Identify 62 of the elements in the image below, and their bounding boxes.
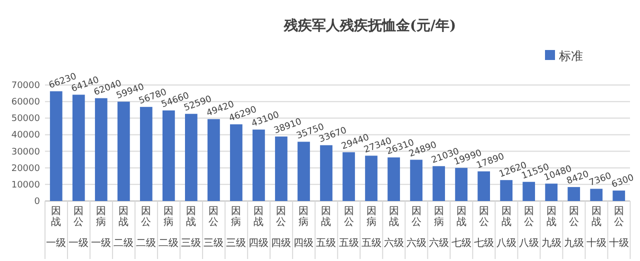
bar <box>162 110 175 201</box>
bar <box>72 94 85 201</box>
x-tick-label: 因病三级 <box>226 206 246 249</box>
x-tick-label: 因战二级 <box>114 206 134 249</box>
legend-label: 标准 <box>558 49 583 63</box>
bar <box>230 124 242 201</box>
x-tick-label: 因病六级 <box>428 206 449 249</box>
x-tick-label: 因病四级 <box>294 206 314 249</box>
bar <box>432 166 445 201</box>
x-tick-label: 因公四级 <box>271 206 292 249</box>
bar <box>50 91 62 201</box>
x-tick-label: 因病五级 <box>361 206 382 249</box>
x-tick-label: 因战一级 <box>46 206 66 249</box>
bar <box>612 190 626 201</box>
bar <box>320 145 332 201</box>
bar <box>455 168 468 201</box>
x-tick-label: 因战六级 <box>384 206 404 249</box>
x-tick-label: 因战七级 <box>451 206 472 249</box>
x-tick-label: 因公一级 <box>68 206 89 249</box>
x-tick-label: 因战九级 <box>541 206 562 249</box>
y-tick-label: 0 <box>34 197 40 207</box>
bar <box>388 157 400 201</box>
y-tick-label: 10000 <box>11 180 40 190</box>
bar <box>298 142 310 201</box>
x-tick-label: 因公十级 <box>608 206 629 249</box>
bar <box>500 180 513 201</box>
y-tick-label: 50000 <box>11 114 40 124</box>
x-tick-label: 因战三级 <box>181 206 202 249</box>
bar <box>140 106 152 201</box>
bar <box>342 152 355 201</box>
x-tick-label: 因战五级 <box>316 206 336 249</box>
bar <box>94 98 108 201</box>
x-tick-label: 因公九级 <box>564 206 584 249</box>
x-tick-label: 因公二级 <box>136 206 156 249</box>
bar <box>365 156 378 201</box>
y-tick-label: 20000 <box>11 164 40 174</box>
x-tick-label: 因公五级 <box>338 206 359 249</box>
x-tick-label: 因战十级 <box>586 206 606 249</box>
bar <box>410 160 422 201</box>
bar <box>568 187 580 201</box>
bar <box>545 184 558 201</box>
y-tick-label: 30000 <box>11 147 40 158</box>
x-tick-label: 因战四级 <box>248 206 269 249</box>
y-tick-label: 60000 <box>11 98 40 108</box>
x-tick-label: 因公三级 <box>204 206 224 249</box>
x-tick-label: 因公六级 <box>406 206 426 249</box>
x-tick-label: 因公七级 <box>474 206 494 249</box>
x-tick-label: 因战八级 <box>496 206 516 249</box>
bar <box>590 188 603 201</box>
x-tick-label: 因病二级 <box>158 206 179 249</box>
y-tick-label: 70000 <box>11 81 40 91</box>
bar <box>478 171 490 201</box>
bar <box>522 182 536 201</box>
bar <box>252 130 265 201</box>
bar <box>117 102 130 201</box>
bar <box>275 136 288 201</box>
bar <box>185 114 198 201</box>
x-tick-label: 因病一级 <box>91 206 112 249</box>
bar <box>208 119 220 201</box>
chart-title: 残疾军人残疾抚恤金(元/年) <box>282 17 456 34</box>
x-tick-label: 因公八级 <box>518 206 539 249</box>
y-tick-label: 40000 <box>11 130 40 141</box>
